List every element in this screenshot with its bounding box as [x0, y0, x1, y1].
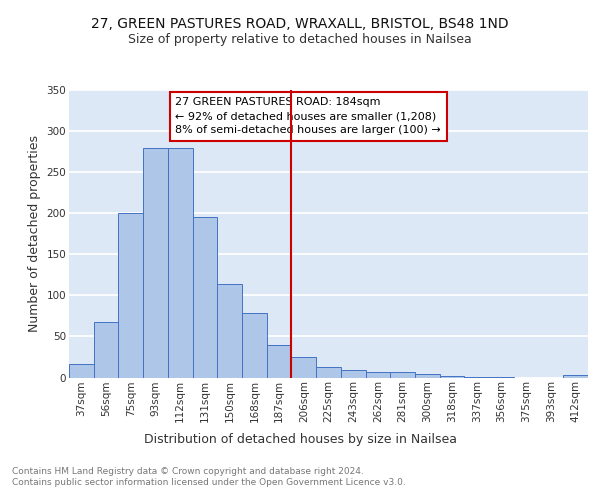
Bar — [94, 322, 118, 378]
Bar — [316, 367, 341, 378]
Text: 27 GREEN PASTURES ROAD: 184sqm
← 92% of detached houses are smaller (1,208)
8% o: 27 GREEN PASTURES ROAD: 184sqm ← 92% of … — [175, 97, 441, 135]
Text: Distribution of detached houses by size in Nailsea: Distribution of detached houses by size … — [143, 432, 457, 446]
Text: 27, GREEN PASTURES ROAD, WRAXALL, BRISTOL, BS48 1ND: 27, GREEN PASTURES ROAD, WRAXALL, BRISTO… — [91, 18, 509, 32]
Text: Contains HM Land Registry data © Crown copyright and database right 2024.
Contai: Contains HM Land Registry data © Crown c… — [12, 468, 406, 487]
Bar — [415, 374, 440, 378]
Bar — [267, 344, 292, 378]
Bar — [292, 357, 316, 378]
Text: Size of property relative to detached houses in Nailsea: Size of property relative to detached ho… — [128, 32, 472, 46]
Bar — [168, 148, 193, 378]
Y-axis label: Number of detached properties: Number of detached properties — [28, 135, 41, 332]
Bar — [489, 376, 514, 378]
Bar — [390, 372, 415, 378]
Bar — [143, 148, 168, 378]
Bar — [440, 376, 464, 378]
Bar — [242, 312, 267, 378]
Bar — [365, 372, 390, 378]
Bar — [193, 216, 217, 378]
Bar — [341, 370, 365, 378]
Bar — [69, 364, 94, 378]
Bar — [563, 375, 588, 378]
Bar — [464, 376, 489, 378]
Bar — [118, 213, 143, 378]
Bar — [217, 284, 242, 378]
